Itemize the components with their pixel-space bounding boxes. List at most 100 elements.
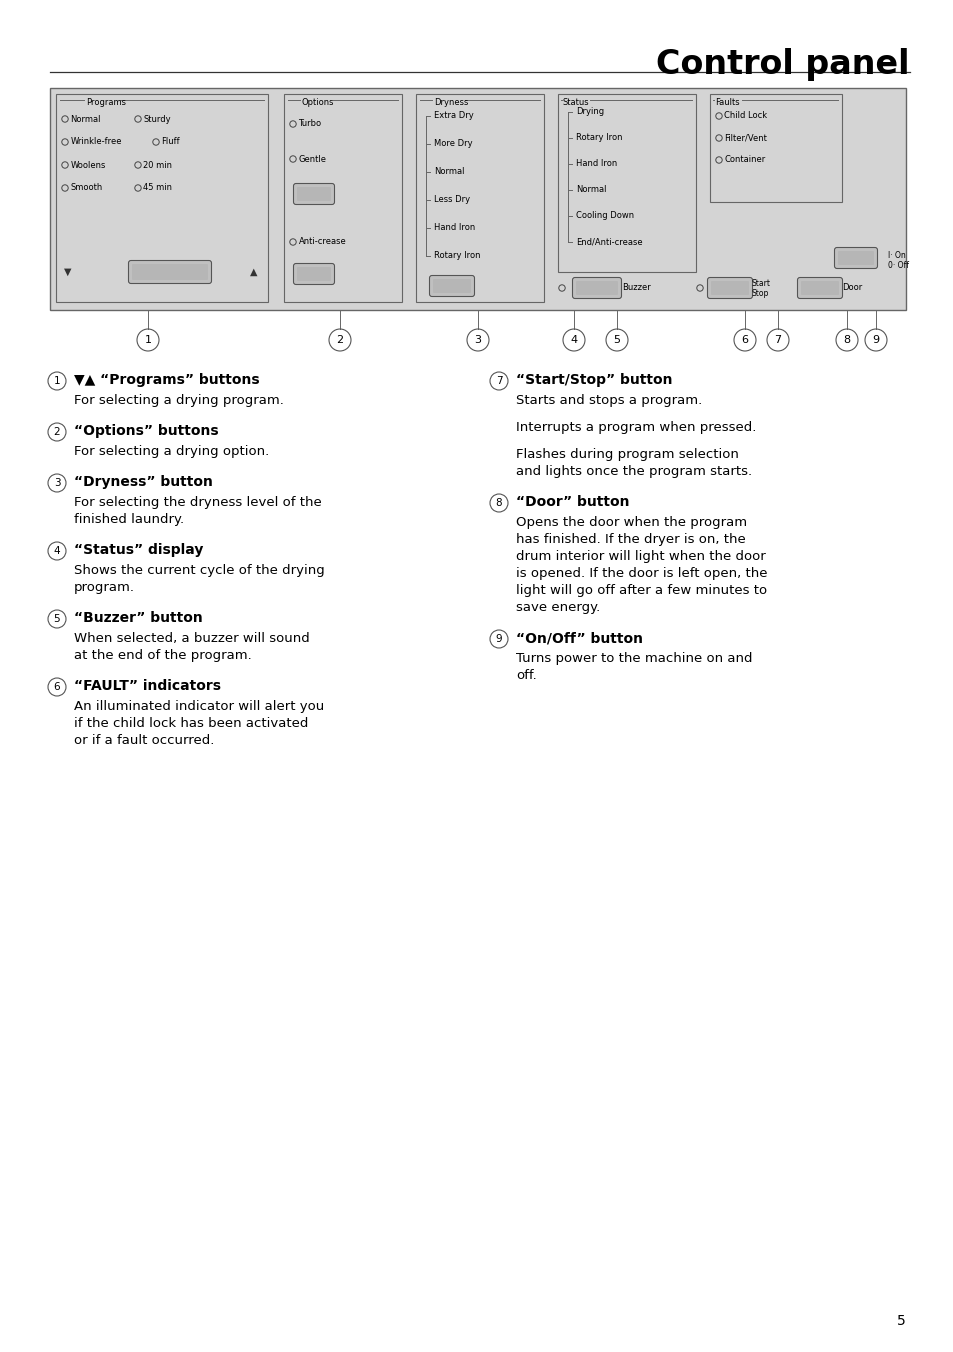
Text: is opened. If the door is left open, the: is opened. If the door is left open, the: [516, 566, 767, 580]
Text: Normal: Normal: [576, 185, 606, 195]
Text: “FAULT” indicators: “FAULT” indicators: [74, 679, 221, 694]
Text: For selecting a drying program.: For selecting a drying program.: [74, 393, 284, 407]
Text: has finished. If the dryer is on, the: has finished. If the dryer is on, the: [516, 533, 745, 546]
Text: Filter/Vent: Filter/Vent: [723, 134, 766, 142]
Text: Child Lock: Child Lock: [723, 111, 767, 120]
Text: I· On: I· On: [887, 251, 904, 261]
Text: finished laundry.: finished laundry.: [74, 512, 184, 526]
Text: Hand Iron: Hand Iron: [434, 223, 475, 233]
Text: Buzzer: Buzzer: [621, 284, 650, 292]
FancyBboxPatch shape: [50, 88, 905, 310]
Text: Stop: Stop: [751, 289, 768, 299]
Text: 7: 7: [496, 376, 502, 387]
Text: 5: 5: [897, 1314, 905, 1328]
Text: 1: 1: [144, 335, 152, 345]
Text: When selected, a buzzer will sound: When selected, a buzzer will sound: [74, 631, 310, 645]
FancyBboxPatch shape: [707, 277, 752, 299]
Text: Rotary Iron: Rotary Iron: [434, 251, 480, 261]
Text: ▲: ▲: [250, 266, 257, 277]
Text: or if a fault occurred.: or if a fault occurred.: [74, 734, 214, 748]
Text: 6: 6: [740, 335, 748, 345]
Text: “Options” buttons: “Options” buttons: [74, 425, 218, 438]
Text: Shows the current cycle of the drying: Shows the current cycle of the drying: [74, 564, 324, 577]
Text: Drying: Drying: [576, 108, 603, 116]
FancyBboxPatch shape: [294, 184, 335, 204]
FancyBboxPatch shape: [576, 281, 618, 295]
Text: “Buzzer” button: “Buzzer” button: [74, 611, 203, 625]
Text: Dryness: Dryness: [434, 97, 468, 107]
FancyBboxPatch shape: [416, 95, 543, 301]
Text: Rotary Iron: Rotary Iron: [576, 134, 622, 142]
FancyBboxPatch shape: [710, 281, 748, 295]
Text: 4: 4: [570, 335, 577, 345]
FancyBboxPatch shape: [294, 264, 335, 284]
FancyBboxPatch shape: [801, 281, 838, 295]
Text: “Dryness” button: “Dryness” button: [74, 475, 213, 489]
Text: Programs: Programs: [86, 97, 126, 107]
Text: 5: 5: [613, 335, 619, 345]
Text: Starts and stops a program.: Starts and stops a program.: [516, 393, 701, 407]
Text: “On/Off” button: “On/Off” button: [516, 631, 642, 645]
Text: Less Dry: Less Dry: [434, 196, 470, 204]
Text: 2: 2: [53, 427, 60, 437]
Text: End/Anti-crease: End/Anti-crease: [576, 238, 642, 246]
Text: Hand Iron: Hand Iron: [576, 160, 617, 169]
FancyBboxPatch shape: [56, 95, 268, 301]
Text: 8: 8: [496, 498, 502, 508]
Text: 8: 8: [842, 335, 850, 345]
FancyBboxPatch shape: [797, 277, 841, 299]
Text: 4: 4: [53, 546, 60, 556]
Text: 7: 7: [774, 335, 781, 345]
FancyBboxPatch shape: [429, 276, 474, 296]
FancyBboxPatch shape: [433, 279, 471, 293]
FancyBboxPatch shape: [558, 95, 696, 272]
Text: 9: 9: [496, 634, 502, 644]
Text: Smooth: Smooth: [71, 184, 103, 192]
Text: An illuminated indicator will alert you: An illuminated indicator will alert you: [74, 700, 324, 713]
Text: 2: 2: [336, 335, 343, 345]
Text: Turns power to the machine on and: Turns power to the machine on and: [516, 652, 752, 665]
Text: drum interior will light when the door: drum interior will light when the door: [516, 550, 765, 562]
Text: 45 min: 45 min: [143, 184, 172, 192]
Text: Opens the door when the program: Opens the door when the program: [516, 516, 746, 529]
Text: 3: 3: [474, 335, 481, 345]
Text: For selecting the dryness level of the: For selecting the dryness level of the: [74, 496, 321, 508]
Text: Flashes during program selection: Flashes during program selection: [516, 448, 739, 461]
Text: Fluff: Fluff: [161, 138, 180, 146]
FancyBboxPatch shape: [284, 95, 401, 301]
Text: 3: 3: [53, 479, 60, 488]
Text: Sturdy: Sturdy: [143, 115, 171, 123]
Text: 6: 6: [53, 681, 60, 692]
Text: Normal: Normal: [71, 115, 101, 123]
Text: “Status” display: “Status” display: [74, 544, 203, 557]
Text: if the child lock has been activated: if the child lock has been activated: [74, 717, 308, 730]
Text: Status: Status: [562, 97, 589, 107]
FancyBboxPatch shape: [572, 277, 620, 299]
Text: Turbo: Turbo: [298, 119, 321, 128]
Text: 9: 9: [872, 335, 879, 345]
Text: Extra Dry: Extra Dry: [434, 111, 474, 120]
Text: ▼▲ “Programs” buttons: ▼▲ “Programs” buttons: [74, 373, 259, 387]
FancyBboxPatch shape: [834, 247, 877, 269]
Text: Normal: Normal: [434, 168, 464, 177]
Text: 5: 5: [53, 614, 60, 625]
FancyBboxPatch shape: [129, 261, 212, 284]
Text: light will go off after a few minutes to: light will go off after a few minutes to: [516, 584, 766, 598]
Text: Gentle: Gentle: [298, 154, 326, 164]
Text: More Dry: More Dry: [434, 139, 472, 149]
Text: Woolens: Woolens: [71, 161, 106, 169]
Text: For selecting a drying option.: For selecting a drying option.: [74, 445, 269, 458]
Text: Interrupts a program when pressed.: Interrupts a program when pressed.: [516, 420, 756, 434]
Text: and lights once the program starts.: and lights once the program starts.: [516, 465, 751, 479]
Text: “Start/Stop” button: “Start/Stop” button: [516, 373, 672, 387]
Text: 0· Off: 0· Off: [887, 261, 908, 270]
Text: Cooling Down: Cooling Down: [576, 211, 634, 220]
Text: 1: 1: [53, 376, 60, 387]
Text: Faults: Faults: [714, 97, 739, 107]
Text: Start: Start: [751, 279, 770, 288]
Text: Container: Container: [723, 155, 765, 165]
Text: Control panel: Control panel: [656, 49, 909, 81]
Text: Door: Door: [841, 284, 862, 292]
FancyBboxPatch shape: [837, 251, 873, 265]
Text: Options: Options: [302, 97, 335, 107]
